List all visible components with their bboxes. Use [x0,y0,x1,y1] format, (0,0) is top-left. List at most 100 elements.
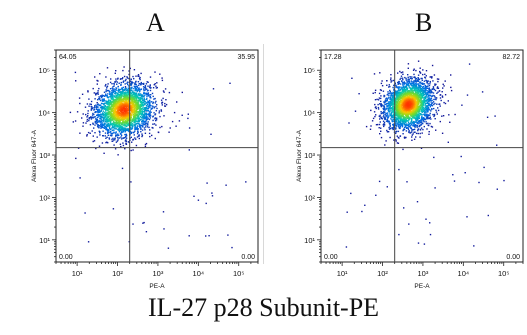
data-point [432,101,435,103]
data-point [413,120,415,123]
data-point [423,83,426,85]
data-point [161,102,163,104]
data-point [133,131,135,133]
data-point [423,87,426,89]
data-point [421,79,423,81]
data-point [162,97,164,100]
data-point [417,95,420,97]
data-point [424,91,426,93]
data-point [117,102,120,104]
data-point [112,96,114,99]
data-point [416,92,418,94]
data-point [135,85,137,88]
data-point [98,114,100,116]
data-point [132,125,134,127]
data-point [426,115,428,118]
data-point [148,115,150,118]
data-point [377,108,380,110]
data-point [210,133,212,135]
data-point [126,113,129,116]
data-point [397,90,399,93]
data-point [407,121,410,124]
data-point [413,128,416,130]
data-point [397,112,400,114]
data-point [417,79,419,81]
data-point [393,118,395,121]
data-point [401,92,404,95]
data-point [135,89,138,91]
data-point [415,77,417,80]
data-point [380,97,382,100]
data-point [426,113,428,115]
data-point [113,127,115,129]
data-point [87,112,89,115]
data-point [117,115,120,117]
data-point [426,94,428,96]
data-point [464,172,466,174]
data-point [423,243,426,245]
data-point [423,94,425,96]
data-point [99,134,101,136]
data-point [371,120,374,122]
data-point [105,117,107,120]
data-point [402,91,404,93]
data-point [84,212,86,214]
data-point [385,114,387,116]
data-point [429,91,431,93]
data-point [113,144,115,146]
data-point [142,101,145,104]
data-point [69,111,72,114]
data-point [154,137,156,140]
data-point [436,87,438,89]
data-point [109,113,111,115]
data-point [423,100,425,102]
data-point [99,97,101,99]
data-point [145,83,148,85]
data-point [410,112,412,114]
data-point [399,115,402,117]
data-point [92,87,94,90]
data-point [420,77,422,80]
data-point [412,92,415,94]
data-point [115,102,117,105]
data-point [417,80,419,82]
data-point [413,76,415,78]
data-point [424,104,426,106]
data-point [426,100,428,102]
data-point [481,91,484,93]
data-point [405,123,407,126]
data-point [132,101,134,103]
data-point [434,96,436,98]
scatter-svg: 17.28 82.720.00 0.0010¹10¹10²10²10³10³10⁴1… [296,49,524,290]
data-point [384,103,386,105]
data-point [132,98,134,100]
data-point [123,101,125,103]
data-point [115,131,117,133]
data-point [420,110,422,112]
data-point [130,99,133,101]
data-point [423,97,425,99]
data-point [143,123,146,126]
data-point [400,100,403,102]
data-point [161,125,163,128]
event-points [69,66,247,249]
data-point [422,122,424,125]
data-point [130,128,132,130]
data-point [132,90,134,92]
data-point [399,126,401,128]
data-point [412,115,414,117]
data-point [406,87,408,89]
panel-label-b: B [415,8,433,37]
data-point [107,119,109,121]
data-point [419,95,422,97]
data-point [122,86,125,89]
data-point [77,147,80,149]
data-point [125,134,128,137]
data-point [424,118,426,121]
data-point [418,93,420,96]
data-point [390,99,393,101]
data-point [430,101,432,103]
data-point [407,120,409,122]
data-point [405,119,407,122]
data-point [396,130,398,133]
